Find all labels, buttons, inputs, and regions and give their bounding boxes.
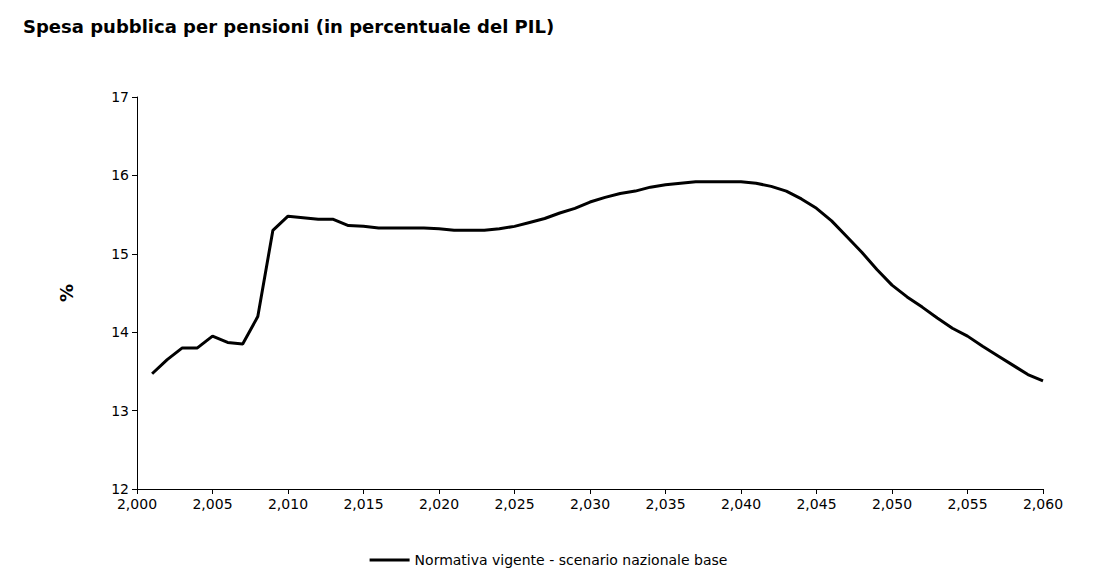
svg-text:2,010: 2,010 bbox=[268, 496, 308, 512]
svg-text:2,005: 2,005 bbox=[192, 496, 232, 512]
svg-text:2,025: 2,025 bbox=[494, 496, 534, 512]
svg-text:2,040: 2,040 bbox=[721, 496, 761, 512]
svg-text:%: % bbox=[56, 284, 77, 302]
svg-text:Spesa pubblica per pensioni (i: Spesa pubblica per pensioni (in percentu… bbox=[23, 16, 554, 37]
svg-text:17: 17 bbox=[111, 89, 129, 105]
svg-text:2,000: 2,000 bbox=[117, 496, 157, 512]
svg-text:14: 14 bbox=[111, 324, 129, 340]
svg-text:13: 13 bbox=[111, 403, 129, 419]
svg-text:2,055: 2,055 bbox=[947, 496, 987, 512]
svg-text:2,020: 2,020 bbox=[419, 496, 459, 512]
svg-text:16: 16 bbox=[111, 167, 129, 183]
svg-text:2,030: 2,030 bbox=[570, 496, 610, 512]
svg-text:2,035: 2,035 bbox=[645, 496, 685, 512]
svg-text:2,060: 2,060 bbox=[1023, 496, 1063, 512]
svg-text:12: 12 bbox=[111, 481, 129, 497]
svg-text:15: 15 bbox=[111, 246, 129, 262]
svg-text:2,015: 2,015 bbox=[343, 496, 383, 512]
svg-text:2,045: 2,045 bbox=[796, 496, 836, 512]
svg-text:Normativa vigente - scenario n: Normativa vigente - scenario nazionale b… bbox=[415, 552, 728, 568]
svg-text:2,050: 2,050 bbox=[872, 496, 912, 512]
